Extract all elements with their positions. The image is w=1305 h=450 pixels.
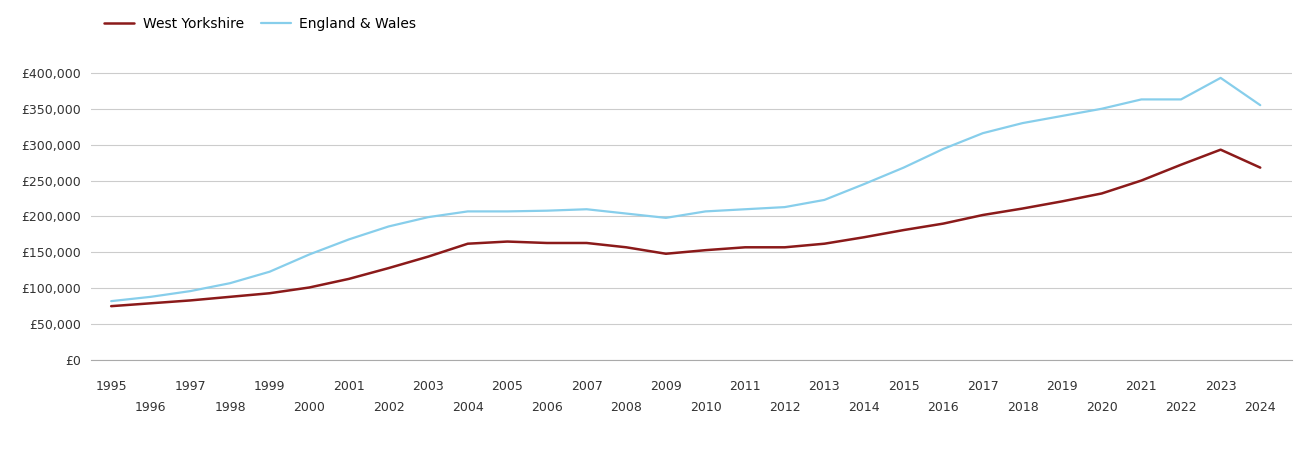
Text: 2023: 2023 [1205, 380, 1236, 392]
West Yorkshire [895, 227, 911, 233]
England & Wales [103, 298, 119, 304]
West Yorkshire [1015, 206, 1031, 211]
England & Wales [222, 280, 238, 286]
Text: 2000: 2000 [294, 400, 325, 414]
Text: 2022: 2022 [1165, 400, 1197, 414]
England & Wales [975, 130, 990, 136]
Text: 2007: 2007 [570, 380, 603, 392]
England & Wales [183, 288, 198, 294]
England & Wales [459, 209, 475, 214]
England & Wales [500, 209, 515, 214]
England & Wales [579, 207, 595, 212]
England & Wales [698, 209, 714, 214]
Text: 2015: 2015 [887, 380, 920, 392]
England & Wales [1094, 106, 1109, 112]
Text: 2009: 2009 [650, 380, 681, 392]
England & Wales [420, 215, 436, 220]
West Yorkshire [1253, 165, 1268, 170]
West Yorkshire [817, 241, 833, 247]
Text: 2012: 2012 [769, 400, 800, 414]
England & Wales [776, 204, 792, 210]
West Yorkshire [1212, 147, 1228, 153]
West Yorkshire [737, 245, 753, 250]
England & Wales [381, 224, 397, 229]
West Yorkshire [856, 234, 872, 240]
England & Wales [895, 165, 911, 170]
West Yorkshire [1134, 178, 1150, 183]
West Yorkshire [144, 301, 159, 306]
Text: 2001: 2001 [333, 380, 365, 392]
Text: 1997: 1997 [175, 380, 206, 392]
West Yorkshire [262, 291, 278, 296]
Text: 2003: 2003 [412, 380, 444, 392]
England & Wales [539, 208, 555, 213]
West Yorkshire [500, 239, 515, 244]
Text: 2005: 2005 [492, 380, 523, 392]
England & Wales [658, 215, 673, 220]
Text: 2010: 2010 [689, 400, 722, 414]
West Yorkshire [341, 276, 356, 282]
England & Wales [619, 211, 634, 216]
Text: 2018: 2018 [1006, 400, 1039, 414]
West Yorkshire [619, 245, 634, 250]
West Yorkshire [183, 298, 198, 303]
Text: 2017: 2017 [967, 380, 998, 392]
England & Wales [341, 237, 356, 242]
Text: 1996: 1996 [134, 400, 167, 414]
West Yorkshire [103, 303, 119, 309]
England & Wales [1253, 103, 1268, 108]
Legend: West Yorkshire, England & Wales: West Yorkshire, England & Wales [98, 11, 422, 36]
Text: 2014: 2014 [848, 400, 880, 414]
Text: 1995: 1995 [95, 380, 127, 392]
West Yorkshire [420, 254, 436, 259]
West Yorkshire [936, 221, 951, 226]
England & Wales [936, 146, 951, 152]
West Yorkshire [776, 245, 792, 250]
England & Wales [1015, 121, 1031, 126]
West Yorkshire [459, 241, 475, 247]
Text: 2016: 2016 [928, 400, 959, 414]
Text: 2020: 2020 [1086, 400, 1117, 414]
West Yorkshire [1173, 162, 1189, 167]
Text: 2021: 2021 [1126, 380, 1158, 392]
Line: England & Wales: England & Wales [111, 78, 1261, 301]
England & Wales [262, 269, 278, 274]
England & Wales [1173, 97, 1189, 102]
Text: 2013: 2013 [809, 380, 840, 392]
England & Wales [1212, 75, 1228, 81]
West Yorkshire [698, 248, 714, 253]
Text: 2008: 2008 [611, 400, 642, 414]
Text: 1999: 1999 [254, 380, 286, 392]
Text: 1998: 1998 [214, 400, 245, 414]
England & Wales [737, 207, 753, 212]
England & Wales [856, 181, 872, 187]
England & Wales [1134, 97, 1150, 102]
Text: 2006: 2006 [531, 400, 562, 414]
England & Wales [301, 252, 317, 257]
Text: 2024: 2024 [1245, 400, 1276, 414]
West Yorkshire [222, 294, 238, 300]
Text: 2019: 2019 [1047, 380, 1078, 392]
Text: 2004: 2004 [452, 400, 484, 414]
West Yorkshire [381, 266, 397, 271]
West Yorkshire [301, 285, 317, 290]
West Yorkshire [579, 240, 595, 246]
Line: West Yorkshire: West Yorkshire [111, 150, 1261, 306]
Text: 2002: 2002 [373, 400, 405, 414]
England & Wales [1054, 113, 1070, 119]
West Yorkshire [1054, 198, 1070, 204]
West Yorkshire [539, 240, 555, 246]
West Yorkshire [658, 251, 673, 256]
West Yorkshire [975, 212, 990, 218]
England & Wales [144, 294, 159, 300]
West Yorkshire [1094, 191, 1109, 196]
Text: 2011: 2011 [729, 380, 761, 392]
England & Wales [817, 197, 833, 202]
